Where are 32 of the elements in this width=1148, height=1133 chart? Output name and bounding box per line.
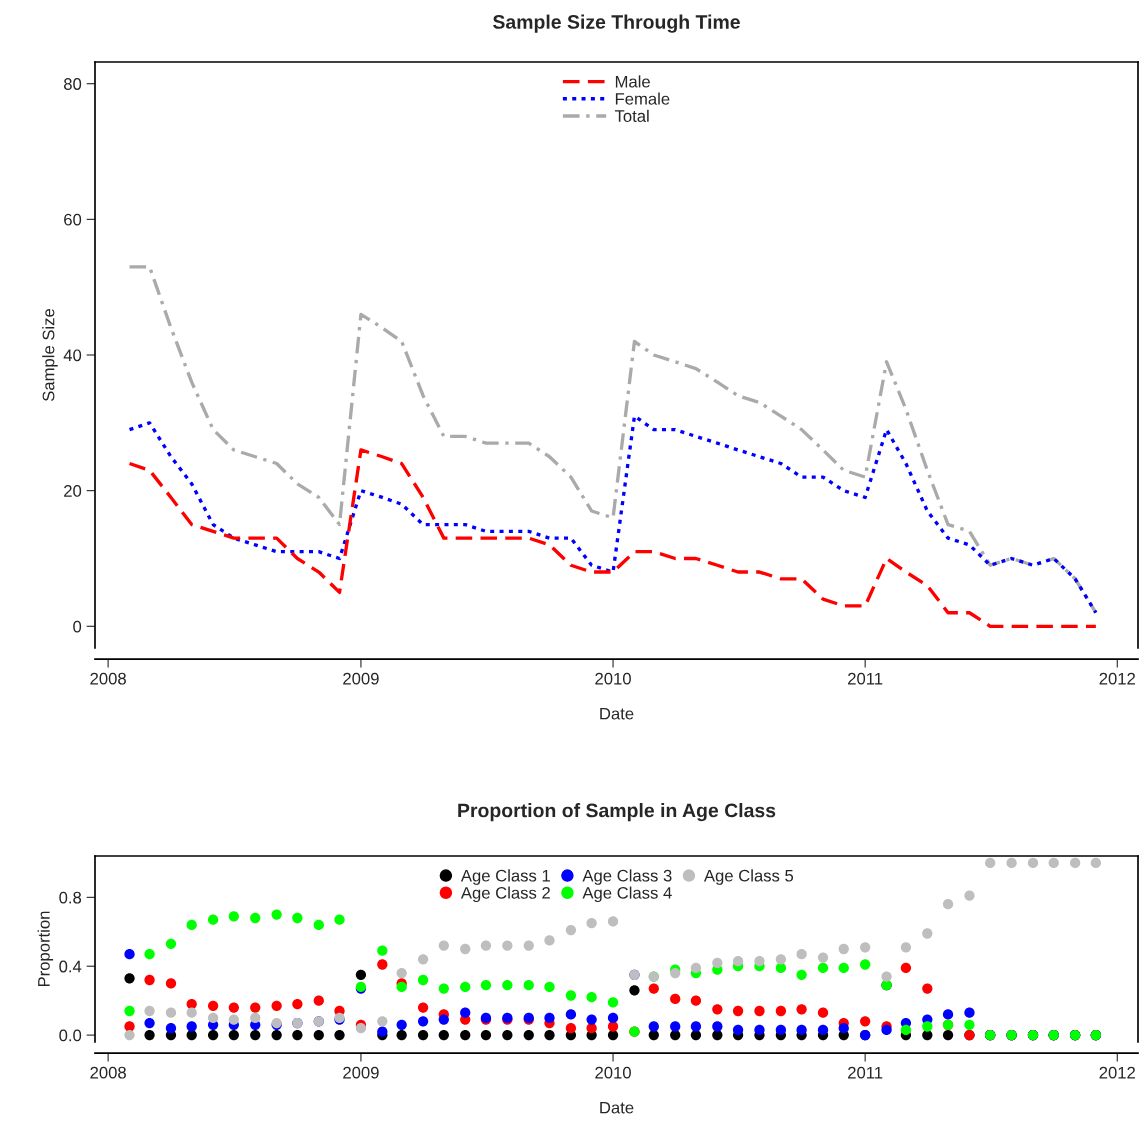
x-tick-label: 2010 — [595, 1066, 631, 1079]
x-tick-label: 2009 — [343, 672, 379, 685]
legend-label: Age Class 5 — [703, 869, 794, 885]
y-tick-label: 0.0 — [59, 1029, 82, 1042]
legend-label: Age Class 4 — [582, 886, 672, 903]
y-tick-label: 60 — [64, 213, 82, 226]
legend-label: Age Class 1 — [460, 869, 550, 885]
y-tick-label: 0.4 — [59, 960, 82, 973]
legend-label: Age Class 2 — [460, 886, 550, 903]
y-tick-label: 0 — [73, 620, 82, 633]
chart-title: Sample Size Through Time — [492, 14, 740, 33]
y-axis-title: Proportion — [37, 911, 54, 987]
legend-label: Total — [614, 109, 649, 122]
x-tick-label: 2012 — [1099, 1066, 1135, 1079]
x-tick-label: 2009 — [343, 1066, 379, 1079]
x-tick-label: 2010 — [595, 672, 631, 685]
legend-label: Female — [615, 92, 670, 105]
y-tick-label: 20 — [64, 485, 82, 497]
y-tick-label: 0.8 — [59, 891, 82, 904]
x-axis-title: Date — [600, 1101, 634, 1114]
y-tick-label: 80 — [63, 78, 82, 90]
x-tick-label: 2008 — [90, 1066, 126, 1079]
x-tick-label: 2012 — [1099, 672, 1135, 685]
x-axis-title: Date — [600, 707, 634, 720]
y-axis-title: Sample Size — [42, 308, 58, 402]
x-tick-label: 2011 — [848, 672, 883, 685]
legend-label: Age Class 3 — [582, 869, 672, 885]
legend-label: Male — [615, 75, 650, 88]
x-tick-label: 2011 — [848, 1066, 883, 1079]
y-tick-label: 40 — [63, 349, 82, 362]
x-tick-label: 2008 — [90, 672, 126, 685]
chart-title: Proportion of Sample in Age Class — [458, 803, 776, 822]
